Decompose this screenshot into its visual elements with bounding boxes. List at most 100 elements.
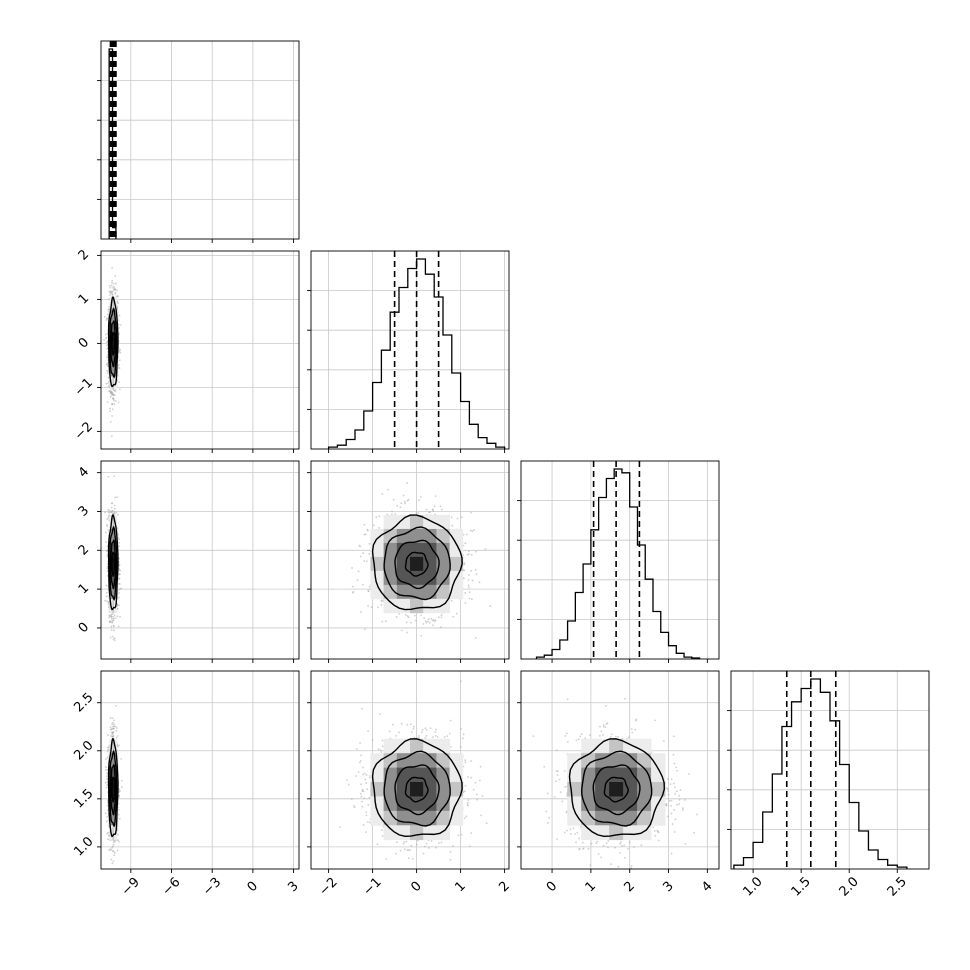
scatter-point (114, 400, 117, 402)
density-cell (449, 542, 464, 558)
scatter-point (118, 327, 120, 329)
scatter-point (106, 341, 108, 344)
scatter-point (362, 552, 364, 554)
scatter-point (404, 502, 406, 505)
scatter-point (464, 601, 467, 604)
scatter-point (111, 415, 113, 417)
scatter-point (119, 573, 121, 576)
scatter-point (118, 388, 121, 391)
density-cell (449, 528, 464, 544)
y-tick-label: −2 (72, 419, 96, 443)
scatter-point (105, 382, 108, 385)
scatter-point (414, 619, 417, 622)
scatter-point (116, 615, 119, 618)
contour-line (107, 296, 119, 388)
scatter-point (117, 513, 119, 516)
panel-frame (310, 250, 510, 450)
density-cell (436, 584, 450, 600)
density-cell (112, 323, 115, 338)
scatter-point (406, 482, 408, 484)
scatter-point (474, 568, 477, 571)
histogram-step (535, 468, 701, 659)
scatter-point (117, 401, 120, 404)
scatter-point (467, 550, 470, 553)
scatter-point (467, 584, 470, 587)
scatter-point (111, 510, 113, 513)
density-cell (112, 336, 115, 351)
scatter-point (105, 591, 108, 594)
scatter-point (107, 508, 110, 511)
scatter-point (106, 563, 109, 566)
scatter-point (406, 615, 409, 617)
contour-line (394, 539, 440, 590)
scatter-point (118, 538, 120, 540)
scatter-point (420, 614, 422, 617)
density-cell (396, 514, 411, 530)
scatter-point (419, 495, 422, 498)
scatter-point (106, 600, 108, 603)
panel-frame (100, 40, 300, 240)
scatter-point (368, 553, 371, 555)
scatter-point (116, 289, 119, 292)
scatter-point (115, 736, 118, 739)
y-tick-label: 3 (76, 503, 92, 519)
scatter-point (118, 592, 120, 594)
scatter-point (380, 603, 383, 606)
density-cell (111, 376, 113, 390)
density-cell (423, 570, 437, 586)
scatter-point (110, 629, 113, 631)
y-tick-label: 1 (76, 291, 92, 307)
scatter-point (468, 553, 470, 556)
density-cell (111, 528, 113, 544)
density-cell (112, 363, 115, 377)
scatter-point (113, 288, 116, 291)
density-cell (423, 528, 437, 544)
density-cell (383, 598, 398, 614)
contour-line (109, 525, 118, 601)
scatter-point (111, 266, 114, 269)
scatter-point (106, 525, 109, 528)
scatter-point (433, 505, 436, 508)
density-cell (383, 514, 398, 530)
scatter-point (113, 854, 116, 857)
scatter-point (105, 595, 108, 598)
scatter-point (105, 356, 108, 359)
scatter-point (118, 367, 121, 370)
density-cell (112, 570, 115, 586)
scatter-point (111, 613, 114, 615)
scatter-point (404, 614, 407, 616)
scatter-point (478, 581, 481, 584)
density-cell (436, 556, 450, 572)
scatter-point (450, 516, 453, 519)
contour-line (111, 551, 116, 578)
scatter-point (109, 392, 112, 395)
scatter-point (115, 282, 117, 285)
scatter-point (398, 613, 401, 615)
scatter-point (112, 624, 115, 627)
density-cell (111, 363, 113, 377)
scatter-point (431, 508, 434, 511)
scatter-panel-0-3: 1.01.52.02.5−9 −6 −3 0 3 (71, 670, 302, 899)
scatter-point (420, 634, 423, 637)
scatter-point (118, 604, 120, 607)
scatter-point (107, 734, 110, 737)
scatter-point (111, 872, 113, 874)
scatter-point (109, 420, 112, 423)
scatter-point (464, 592, 467, 594)
scatter-point (367, 590, 370, 593)
y-tick-label: 2 (76, 247, 92, 263)
density-cell (113, 376, 116, 390)
scatter-point (107, 475, 110, 478)
scatter-point (112, 874, 114, 876)
density-cell (396, 570, 411, 586)
scatter-point (113, 639, 116, 642)
scatter-point (363, 523, 366, 526)
scatter-point (357, 570, 360, 573)
scatter-point (119, 351, 122, 354)
scatter-point (112, 617, 115, 620)
scatter-point (515, 585, 517, 587)
density-cell (109, 514, 112, 530)
scatter-point (356, 579, 359, 582)
scatter-point (114, 496, 117, 499)
scatter-point (109, 286, 112, 289)
